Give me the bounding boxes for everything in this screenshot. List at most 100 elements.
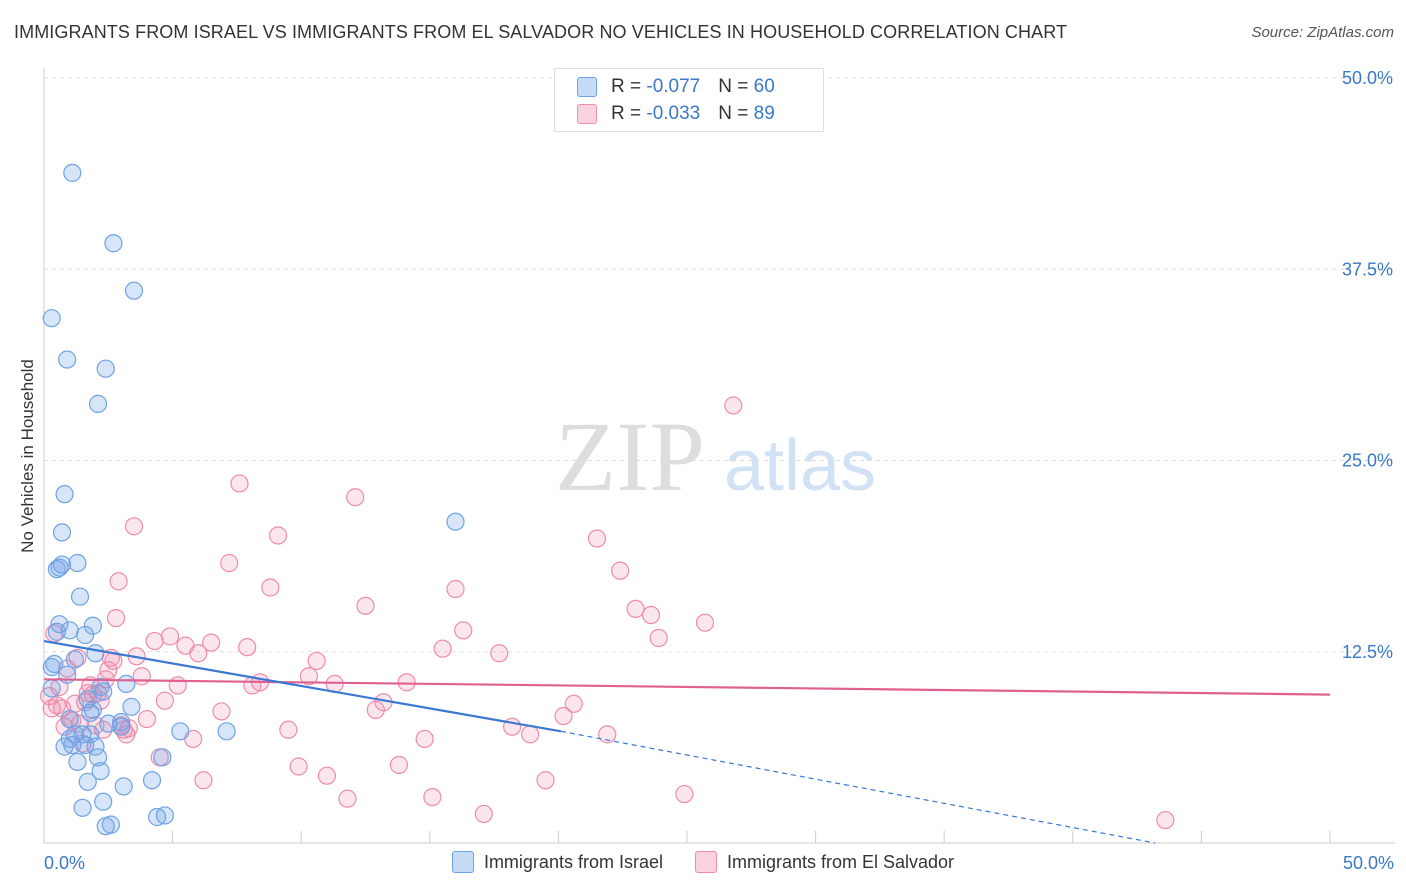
el-salvador-point — [564, 694, 583, 713]
el-salvador-point — [1156, 810, 1175, 830]
el-salvador-points — [40, 396, 1175, 830]
israel-point — [60, 709, 79, 729]
el-salvador-point — [42, 699, 61, 718]
israel-point — [88, 394, 108, 413]
israel-point — [114, 777, 133, 796]
israel-point — [86, 644, 105, 663]
legend-swatch-israel — [451, 851, 474, 873]
legend-swatch-el-salvador — [694, 851, 717, 873]
el-salvador-point — [446, 579, 465, 599]
israel-point — [73, 798, 92, 817]
el-salvador-point — [598, 725, 617, 744]
el-salvador-point — [109, 572, 128, 591]
legend-item-el-salvador[interactable]: Immigrants from El Salvador — [694, 851, 954, 873]
israel-point — [81, 703, 100, 723]
el-salvador-point — [238, 638, 257, 657]
israel-point — [68, 752, 87, 772]
chart-title: IMMIGRANTS FROM ISRAEL VS IMMIGRANTS FRO… — [14, 22, 1068, 42]
el-salvador-point — [490, 644, 509, 663]
el-salvador-point — [261, 578, 280, 597]
israel-point — [52, 555, 72, 574]
israel-point — [101, 815, 120, 834]
el-salvador-point — [137, 709, 156, 729]
el-salvador-point — [160, 627, 180, 646]
el-salvador-point — [389, 755, 409, 775]
israel-point — [58, 350, 77, 369]
israel-point — [78, 690, 97, 709]
israel-n-label: N = — [718, 76, 754, 97]
israel-point — [155, 806, 174, 825]
israel-point — [76, 625, 95, 645]
israel-point — [153, 748, 172, 767]
legend-label-israel: Immigrants from Israel — [483, 851, 663, 872]
israel-point — [117, 674, 136, 693]
israel-point — [70, 587, 90, 606]
axes — [43, 68, 1395, 844]
israel-point — [55, 485, 74, 504]
legend-item-israel[interactable]: Immigrants from Israel — [451, 851, 663, 873]
israel-point — [94, 682, 113, 701]
el-salvador-point — [587, 529, 607, 548]
israel-point — [60, 621, 79, 640]
el-salvador-point — [397, 673, 416, 692]
israel-point — [112, 717, 131, 736]
el-salvador-point — [338, 789, 357, 808]
israel-n-value: 60 — [753, 76, 775, 97]
el-salvador-point — [189, 644, 208, 663]
el-salvador-point — [724, 396, 743, 415]
israel-points — [42, 163, 465, 836]
y-tick-label: 50.0% — [1342, 68, 1393, 88]
el-salvador-r-label: R = — [611, 103, 647, 124]
israel-point — [124, 281, 144, 300]
israel-point — [83, 616, 102, 635]
el-salvador-point — [521, 725, 540, 744]
el-salvador-point — [536, 771, 555, 790]
watermark-atlas: atlas — [724, 426, 876, 506]
y-tick-label: 12.5% — [1342, 642, 1393, 662]
el-salvador-point — [695, 613, 715, 632]
israel-swatch — [577, 77, 597, 97]
stats-row-el-salvador: R = -0.033 N = 89 — [577, 101, 775, 127]
israel-point — [68, 553, 87, 573]
el-salvador-point — [356, 596, 375, 615]
y-tick-label: 25.0% — [1342, 451, 1393, 471]
el-salvador-point — [145, 631, 164, 651]
el-salvador-point — [202, 633, 221, 652]
israel-point — [217, 722, 236, 741]
israel-point — [50, 558, 69, 577]
israel-point — [42, 657, 61, 677]
israel-trendline — [43, 639, 562, 733]
trendlines — [43, 639, 1331, 844]
israel-point — [63, 163, 82, 182]
y-tick-label: 37.5% — [1342, 259, 1393, 279]
el-salvador-point — [220, 553, 239, 573]
el-salvador-point — [124, 517, 144, 536]
israel-point — [148, 807, 167, 827]
el-salvador-point — [307, 651, 326, 671]
el-salvador-point — [366, 700, 385, 719]
israel-point — [78, 772, 97, 791]
el-salvador-point — [554, 706, 573, 726]
watermark: ZIP atlas — [555, 401, 876, 512]
israel-point — [42, 309, 61, 328]
el-salvador-point — [47, 696, 66, 715]
source-label: Source: ZipAtlas.com — [1251, 24, 1394, 41]
el-salvador-point — [626, 599, 645, 619]
el-salvador-r-value: -0.033 — [646, 103, 701, 124]
el-salvador-point — [433, 639, 452, 658]
el-salvador-point — [289, 757, 308, 776]
el-salvador-point — [106, 608, 126, 628]
legend: Immigrants from Israel Immigrants from E… — [0, 851, 1406, 873]
israel-point — [65, 650, 84, 669]
el-salvador-point — [611, 561, 630, 580]
israel-point — [73, 725, 92, 744]
el-salvador-point — [155, 691, 174, 710]
el-salvador-point — [454, 621, 473, 640]
el-salvador-point — [346, 488, 365, 507]
israel-point — [112, 713, 131, 732]
el-salvador-point — [649, 628, 668, 648]
el-salvador-n-value: 89 — [753, 103, 775, 124]
el-salvador-point — [415, 729, 434, 749]
y-tick-labels: 12.5% 25.0% 37.5% 50.0% — [1342, 68, 1393, 662]
el-salvador-point — [279, 720, 298, 739]
